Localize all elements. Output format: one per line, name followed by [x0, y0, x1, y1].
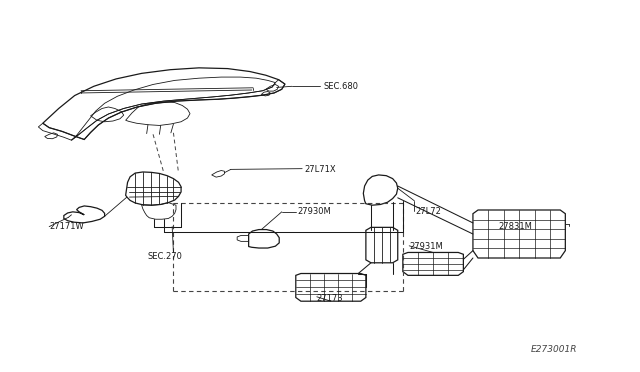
Text: SEC.270: SEC.270 — [148, 251, 183, 261]
Text: SEC.680: SEC.680 — [323, 82, 358, 91]
Text: 27L72: 27L72 — [415, 207, 442, 217]
Text: 27930M: 27930M — [298, 207, 332, 217]
Text: 27171W: 27171W — [49, 222, 84, 231]
Text: 27831M: 27831M — [499, 222, 532, 231]
Text: E273001R: E273001R — [531, 345, 577, 354]
Text: 27173: 27173 — [317, 294, 344, 303]
Text: 27L71X: 27L71X — [304, 165, 336, 174]
Text: 27931M: 27931M — [409, 243, 443, 251]
